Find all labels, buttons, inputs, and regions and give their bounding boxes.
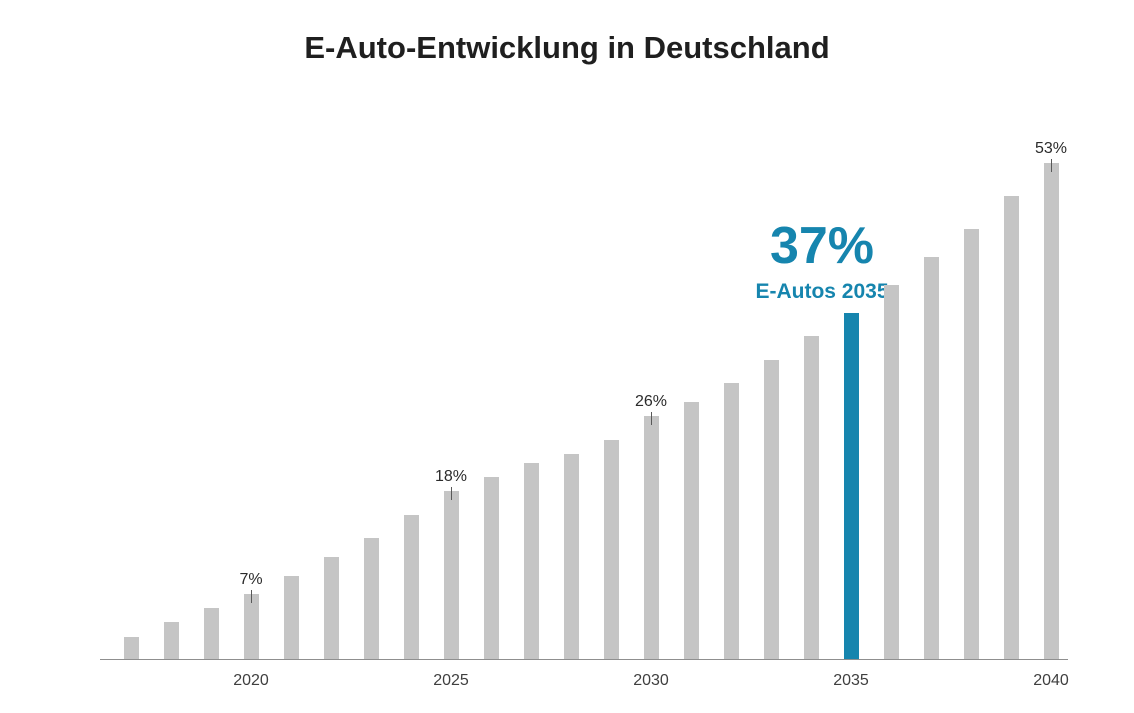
bar-2024 — [403, 515, 419, 660]
x-tick-2030: 2030 — [633, 672, 669, 689]
bar-2030 — [643, 416, 659, 660]
bar-2026 — [483, 477, 499, 660]
x-tick-2040: 2040 — [1033, 672, 1069, 689]
bar-2023 — [363, 538, 379, 660]
bar-slot-2032 — [711, 140, 751, 660]
bar-slot-2038 — [951, 140, 991, 660]
bar-2027 — [523, 463, 539, 660]
bar-2021 — [283, 576, 299, 660]
bar-slot-2036 — [871, 140, 911, 660]
bar-slot-2020 — [231, 140, 271, 660]
plot-area — [111, 140, 1071, 660]
bar-slot-2021 — [271, 140, 311, 660]
leader-line-2020 — [251, 590, 252, 603]
bar-slot-2034 — [791, 140, 831, 660]
bar-2036 — [883, 285, 899, 660]
bar-2040 — [1043, 163, 1059, 660]
data-label-2040: 53% — [1034, 140, 1068, 157]
bar-2020 — [243, 594, 259, 660]
bar-2025 — [443, 491, 459, 660]
bar-2018 — [163, 622, 179, 660]
bar-slot-2035 — [831, 140, 871, 660]
highlight-value: 37% — [769, 217, 875, 275]
data-label-2025: 18% — [434, 468, 468, 485]
bar-slot-2024 — [391, 140, 431, 660]
bar-2037 — [923, 257, 939, 660]
bar-2032 — [723, 383, 739, 660]
bar-slot-2039 — [991, 140, 1031, 660]
highlight-callout: 37% E-Autos 2035 — [672, 220, 972, 304]
bar-slot-2019 — [191, 140, 231, 660]
bar-slot-2025 — [431, 140, 471, 660]
bar-2034 — [803, 336, 819, 660]
bar-slot-2030 — [631, 140, 671, 660]
x-tick-2035: 2035 — [833, 672, 869, 689]
bar-2033 — [763, 360, 779, 660]
x-tick-2025: 2025 — [433, 672, 469, 689]
bar-2035 — [843, 313, 859, 660]
bar-slot-2017 — [111, 140, 151, 660]
bar-2028 — [563, 454, 579, 660]
x-tick-2020: 2020 — [233, 672, 269, 689]
bar-slot-2027 — [511, 140, 551, 660]
bar-2022 — [323, 557, 339, 660]
chart-title: E-Auto-Entwicklung in Deutschland — [304, 30, 830, 65]
leader-line-2025 — [451, 487, 452, 500]
bar-slot-2026 — [471, 140, 511, 660]
leader-line-2030 — [651, 412, 652, 425]
bar-slot-2040 — [1031, 140, 1071, 660]
bar-slot-2022 — [311, 140, 351, 660]
leader-line-2040 — [1051, 159, 1052, 172]
bar-2038 — [963, 229, 979, 660]
bar-2017 — [123, 637, 139, 660]
data-label-2030: 26% — [634, 393, 668, 410]
bar-2029 — [603, 440, 619, 660]
bar-slot-2023 — [351, 140, 391, 660]
bar-slot-2029 — [591, 140, 631, 660]
bar-2031 — [683, 402, 699, 660]
bar-slot-2037 — [911, 140, 951, 660]
bar-slot-2031 — [671, 140, 711, 660]
bar-2019 — [203, 608, 219, 660]
x-axis-line — [100, 659, 1068, 660]
bar-2039 — [1003, 196, 1019, 660]
bar-slot-2028 — [551, 140, 591, 660]
highlight-caption: E-Autos 2035 — [755, 280, 889, 303]
bar-slot-2033 — [751, 140, 791, 660]
bar-slot-2018 — [151, 140, 191, 660]
data-label-2020: 7% — [239, 571, 263, 588]
